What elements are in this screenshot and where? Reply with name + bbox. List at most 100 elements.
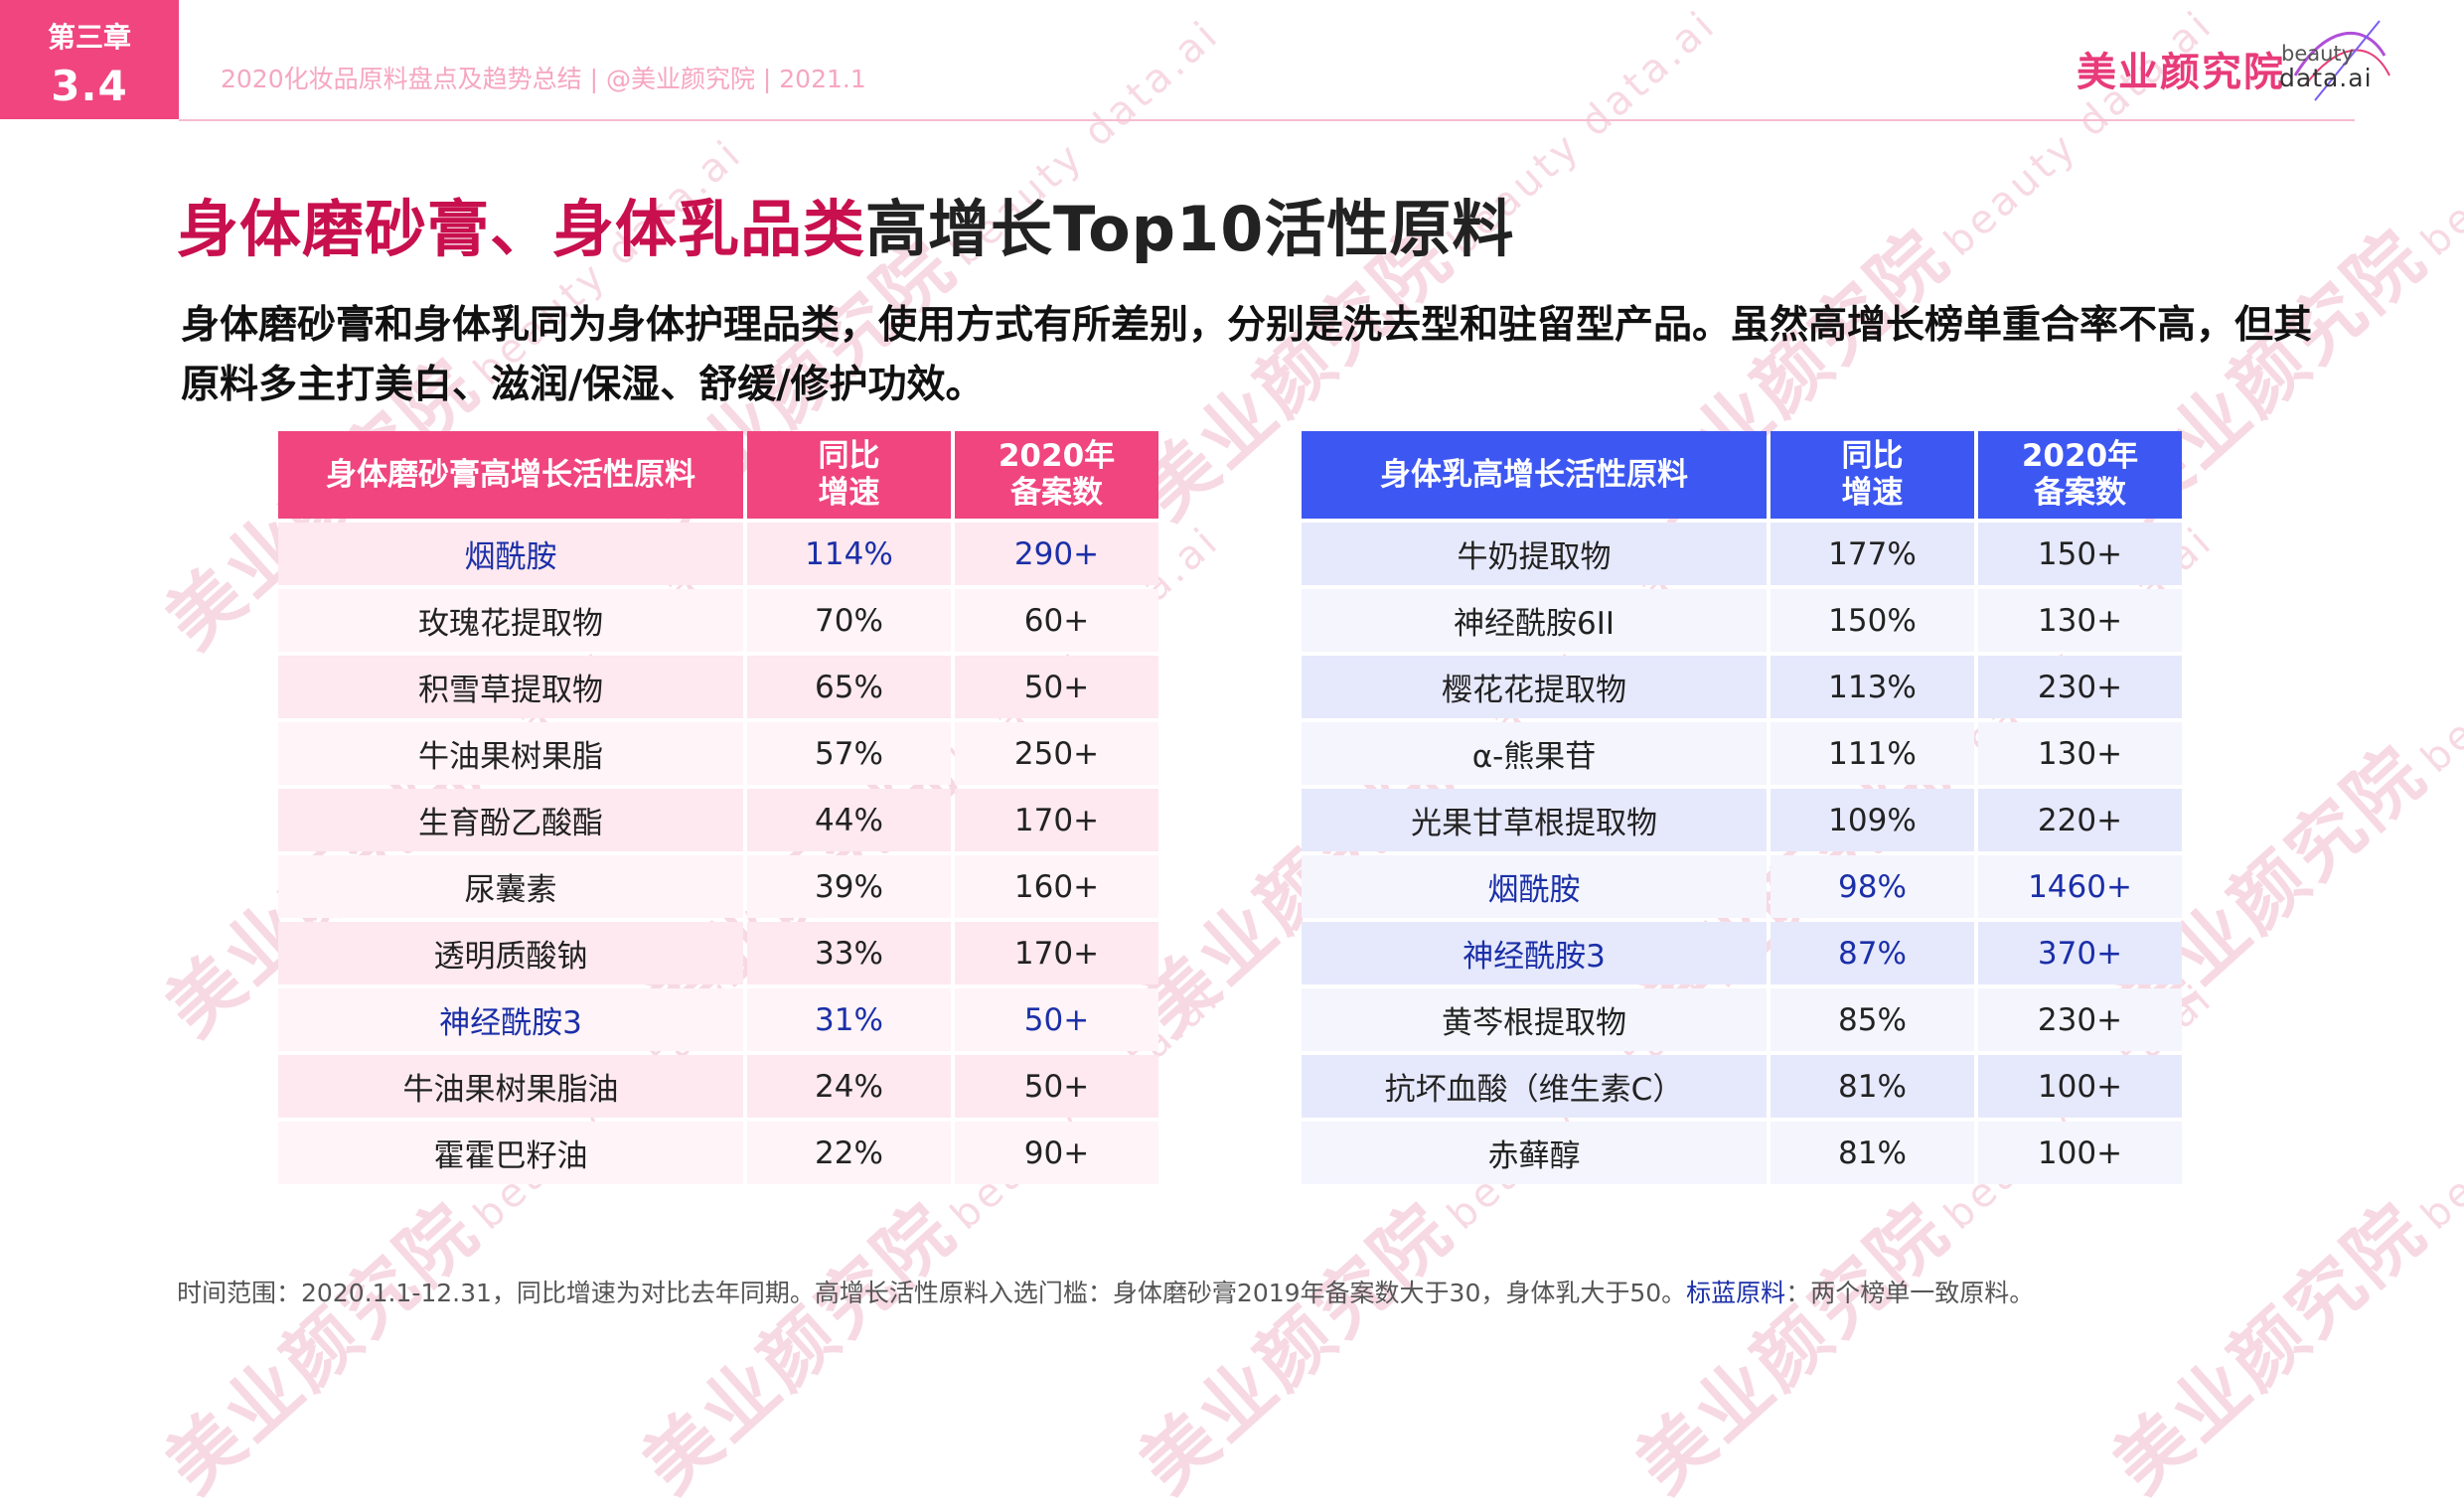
cell-growth-rate: 111%	[1771, 722, 1974, 785]
chapter-label: 第三章	[47, 21, 131, 54]
cell-growth-rate: 81%	[1771, 1122, 1974, 1184]
cell-filing-count: 130+	[1978, 722, 2182, 785]
col-header-count: 2020年 备案数	[1978, 431, 2182, 519]
cell-ingredient-name: 生育酚乙酸酯	[278, 789, 743, 851]
cell-ingredient-name: 牛奶提取物	[1302, 523, 1767, 585]
header-subtitle: 2020化妆品原料盘点及趋势总结 | @美业颜究院 | 2021.1	[221, 65, 866, 93]
cell-growth-rate: 85%	[1771, 988, 1974, 1051]
cell-filing-count: 150+	[1978, 523, 2182, 585]
table-header-row: 身体磨砂膏高增长活性原料 同比 增速 2020年 备案数	[278, 431, 1158, 519]
table-row: α-熊果苷 111% 130+	[1302, 722, 2182, 785]
cell-ingredient-name: 赤藓醇	[1302, 1122, 1767, 1184]
logo-cn-text: 美业颜究院	[2077, 50, 2285, 95]
cell-filing-count: 220+	[1978, 789, 2182, 851]
cell-growth-rate: 22%	[747, 1122, 951, 1184]
cell-ingredient-name: 神经酰胺3	[1302, 922, 1767, 984]
logo-swirl-icon	[2293, 20, 2390, 101]
lotion-ingredient-table: 身体乳高增长活性原料 同比 增速 2020年 备案数 牛奶提取物 177% 150+ 神经…	[1298, 427, 2186, 1188]
table-row: 烟酰胺 114% 290+	[278, 523, 1158, 585]
cell-ingredient-name: 牛油果树果脂	[278, 722, 743, 785]
table-row: 尿囊素 39% 160+	[278, 855, 1158, 918]
cell-growth-rate: 57%	[747, 722, 951, 785]
footnote-text-end: ：两个榜单一致原料。	[1785, 1279, 2035, 1307]
cell-ingredient-name: 樱花花提取物	[1302, 656, 1767, 718]
table-row: 神经酰胺6II 150% 130+	[1302, 589, 2182, 652]
header-divider	[179, 119, 2355, 121]
logo-en-bottom: data.ai	[2279, 64, 2373, 92]
cell-growth-rate: 150%	[1771, 589, 1974, 652]
cell-filing-count: 90+	[955, 1122, 1158, 1184]
cell-growth-rate: 177%	[1771, 523, 1974, 585]
cell-filing-count: 50+	[955, 988, 1158, 1051]
cell-ingredient-name: 玫瑰花提取物	[278, 589, 743, 652]
footnote-key: 标蓝原料	[1686, 1279, 1786, 1307]
cell-filing-count: 100+	[1978, 1055, 2182, 1118]
table-row: 黄芩根提取物 85% 230+	[1302, 988, 2182, 1051]
table-row: 烟酰胺 98% 1460+	[1302, 855, 2182, 918]
cell-ingredient-name: 烟酰胺	[1302, 855, 1767, 918]
table-row: 生育酚乙酸酯 44% 170+	[278, 789, 1158, 851]
table-row: 光果甘草根提取物 109% 220+	[1302, 789, 2182, 851]
cell-growth-rate: 24%	[747, 1055, 951, 1118]
footnote-text: 时间范围：2020.1.1-12.31，同比增速为对比去年同期。高增长活性原料入…	[177, 1279, 1687, 1307]
cell-growth-rate: 70%	[747, 589, 951, 652]
cell-growth-rate: 39%	[747, 855, 951, 918]
col-header-rate: 同比 增速	[1771, 431, 1974, 519]
brand-logo: 美业颜究院 beauty data.ai	[2077, 16, 2394, 105]
footnote: 时间范围：2020.1.1-12.31，同比增速为对比去年同期。高增长活性原料入…	[177, 1274, 2034, 1309]
cell-filing-count: 160+	[955, 855, 1158, 918]
table-row: 牛油果树果脂 57% 250+	[278, 722, 1158, 785]
cell-filing-count: 60+	[955, 589, 1158, 652]
table-row: 玫瑰花提取物 70% 60+	[278, 589, 1158, 652]
page-title-rest: 高增长Top10活性原料	[865, 193, 1515, 265]
table-row: 赤藓醇 81% 100+	[1302, 1122, 2182, 1184]
cell-ingredient-name: 牛油果树果脂油	[278, 1055, 743, 1118]
page-title-accent: 身体磨砂膏、身体乳品类	[177, 193, 866, 265]
page-description: 身体磨砂膏和身体乳同为身体护理品类，使用方式有所差别，分别是洗去型和驻留型产品。…	[181, 303, 2313, 407]
table-row: 樱花花提取物 113% 230+	[1302, 656, 2182, 718]
cell-ingredient-name: 抗坏血酸（维生素C）	[1302, 1055, 1767, 1118]
cell-growth-rate: 114%	[747, 523, 951, 585]
chapter-badge: 第三章 3.4	[0, 0, 179, 119]
logo-en-top: beauty	[2281, 42, 2355, 66]
cell-ingredient-name: 尿囊素	[278, 855, 743, 918]
cell-ingredient-name: 光果甘草根提取物	[1302, 789, 1767, 851]
cell-filing-count: 100+	[1978, 1122, 2182, 1184]
cell-growth-rate: 33%	[747, 922, 951, 984]
scrub-ingredient-table: 身体磨砂膏高增长活性原料 同比 增速 2020年 备案数 烟酰胺 114% 290+ 玫瑰…	[274, 427, 1162, 1188]
cell-ingredient-name: 烟酰胺	[278, 523, 743, 585]
cell-ingredient-name: 积雪草提取物	[278, 656, 743, 718]
chapter-number: 3.4	[51, 62, 128, 110]
cell-growth-rate: 98%	[1771, 855, 1974, 918]
cell-filing-count: 130+	[1978, 589, 2182, 652]
cell-ingredient-name: 神经酰胺3	[278, 988, 743, 1051]
col-header-rate: 同比 增速	[747, 431, 951, 519]
cell-growth-rate: 31%	[747, 988, 951, 1051]
col-header-name: 身体乳高增长活性原料	[1302, 431, 1767, 519]
lotion-table-body: 牛奶提取物 177% 150+ 神经酰胺6II 150% 130+ 樱花花提取物 113% 23…	[1302, 523, 2182, 1184]
cell-filing-count: 1460+	[1978, 855, 2182, 918]
table-row: 透明质酸钠 33% 170+	[278, 922, 1158, 984]
table-row: 积雪草提取物 65% 50+	[278, 656, 1158, 718]
cell-growth-rate: 113%	[1771, 656, 1974, 718]
cell-filing-count: 290+	[955, 523, 1158, 585]
table-header-row: 身体乳高增长活性原料 同比 增速 2020年 备案数	[1302, 431, 2182, 519]
scrub-table-body: 烟酰胺 114% 290+ 玫瑰花提取物 70% 60+ 积雪草提取物 65% 50+ 牛油果树果…	[278, 523, 1158, 1184]
cell-ingredient-name: 黄芩根提取物	[1302, 988, 1767, 1051]
cell-ingredient-name: 霍霍巴籽油	[278, 1122, 743, 1184]
table-row: 神经酰胺3 87% 370+	[1302, 922, 2182, 984]
cell-filing-count: 250+	[955, 722, 1158, 785]
table-row: 神经酰胺3 31% 50+	[278, 988, 1158, 1051]
table-row: 牛奶提取物 177% 150+	[1302, 523, 2182, 585]
page-title: 身体磨砂膏、身体乳品类高增长Top10活性原料	[177, 179, 1514, 268]
cell-ingredient-name: 透明质酸钠	[278, 922, 743, 984]
cell-growth-rate: 44%	[747, 789, 951, 851]
cell-filing-count: 50+	[955, 1055, 1158, 1118]
cell-growth-rate: 81%	[1771, 1055, 1974, 1118]
cell-growth-rate: 109%	[1771, 789, 1974, 851]
cell-filing-count: 230+	[1978, 988, 2182, 1051]
cell-filing-count: 370+	[1978, 922, 2182, 984]
cell-ingredient-name: 神经酰胺6II	[1302, 589, 1767, 652]
cell-filing-count: 170+	[955, 922, 1158, 984]
cell-ingredient-name: α-熊果苷	[1302, 722, 1767, 785]
